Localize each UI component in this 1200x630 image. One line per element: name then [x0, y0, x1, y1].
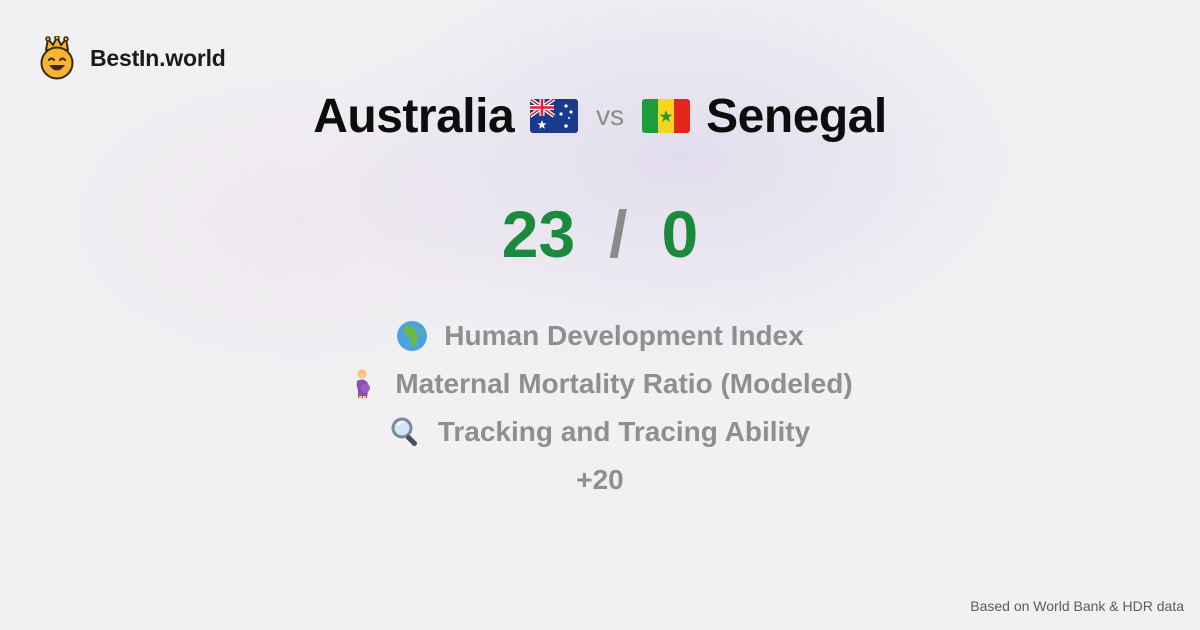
australia-flag-icon [530, 99, 579, 133]
left-country-name[interactable]: Australia [313, 89, 515, 143]
crowned-smiley-icon [38, 35, 76, 80]
score-separator: / [609, 197, 628, 271]
right-score: 0 [661, 197, 699, 271]
globe-africa-icon [396, 320, 428, 352]
metric-label: Maternal Mortality Ratio (Modeled) [395, 368, 853, 399]
right-country-name[interactable]: Senegal [706, 89, 887, 143]
metric-label: Tracking and Tracing Ability [437, 416, 811, 447]
more-metrics-count[interactable]: +20 [576, 464, 624, 495]
vs-label: vs [596, 100, 625, 131]
data-source-note: Based on World Bank & HDR data [970, 598, 1184, 614]
metric-item-human-development-index[interactable]: Human Development Index [0, 312, 1200, 360]
metric-label: Human Development Index [444, 320, 804, 351]
pregnant-woman-icon [347, 368, 379, 400]
brand-name: BestIn.world [90, 44, 226, 71]
comparison-title: Australia vs [0, 86, 1200, 146]
brand[interactable]: BestIn.world [38, 35, 226, 80]
senegal-flag-icon [642, 99, 691, 133]
magnifying-glass-icon [390, 416, 422, 448]
metric-item-tracking-and-tracing-ability[interactable]: Tracking and Tracing Ability [0, 408, 1200, 456]
left-score: 23 [501, 197, 576, 271]
metric-item-maternal-mortality-ratio[interactable]: Maternal Mortality Ratio (Modeled) [0, 360, 1200, 408]
score: 23 / 0 [0, 196, 1200, 272]
metrics-list: Human Development Index Maternal Mortali… [0, 312, 1200, 504]
